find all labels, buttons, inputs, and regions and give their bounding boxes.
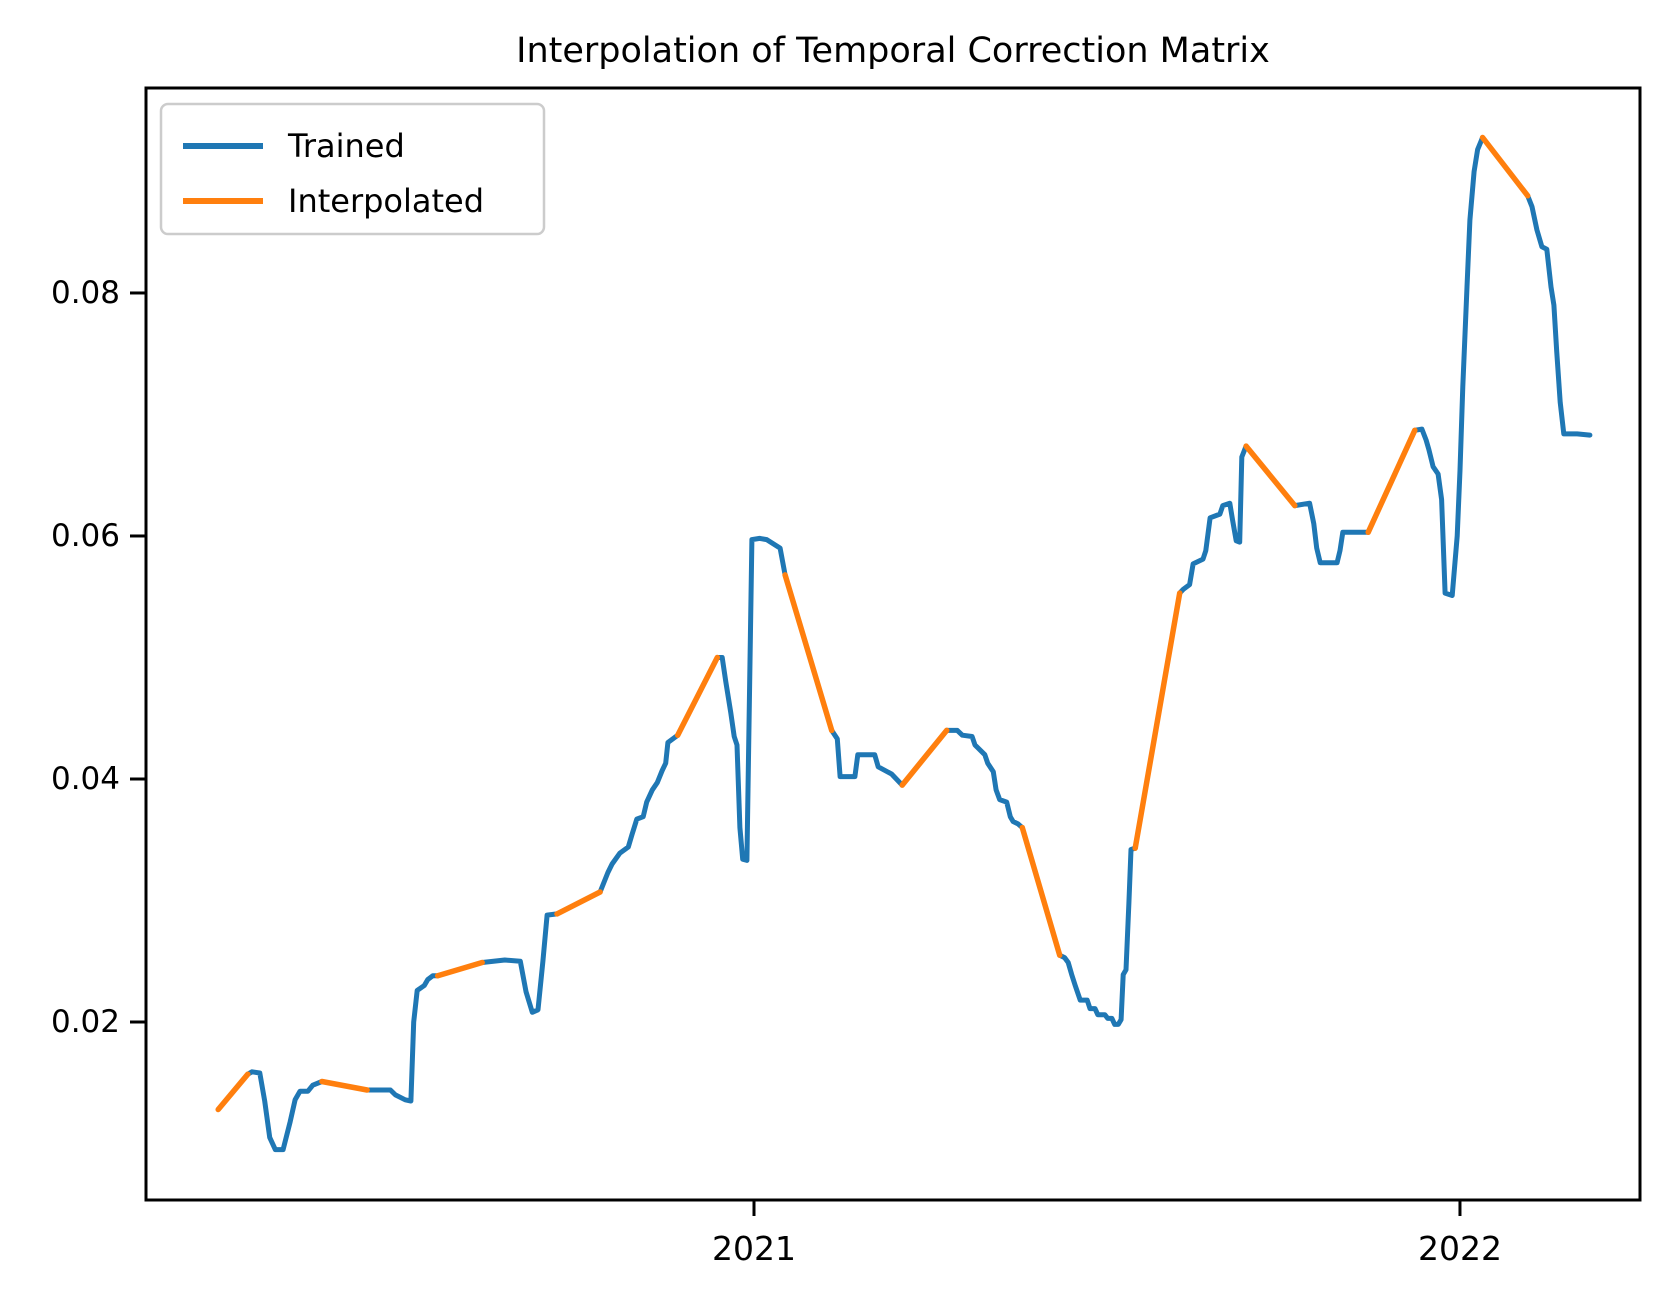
plot-area [215,134,1593,1153]
x-tick-label: 2021 [712,1229,796,1268]
x-tick-label: 2022 [1418,1229,1502,1268]
x-axis: 2021 2022 [712,1200,1502,1268]
legend: Trained Interpolated [159,102,546,236]
y-tick-label: 0.08 [51,275,120,311]
y-tick-label: 0.04 [51,761,120,797]
plot-spines [144,86,1642,1202]
chart-title: Interpolation of Temporal Correction Mat… [516,31,1270,71]
legend-trained-label: Trained [287,127,405,165]
trained-line [245,135,1593,1153]
y-tick-label: 0.02 [51,1004,120,1040]
interpolated-line [215,134,1531,1113]
y-axis: 0.02 0.04 0.06 0.08 [51,275,146,1040]
legend-interpolated-label: Interpolated [288,182,484,220]
y-tick-label: 0.06 [51,518,120,554]
